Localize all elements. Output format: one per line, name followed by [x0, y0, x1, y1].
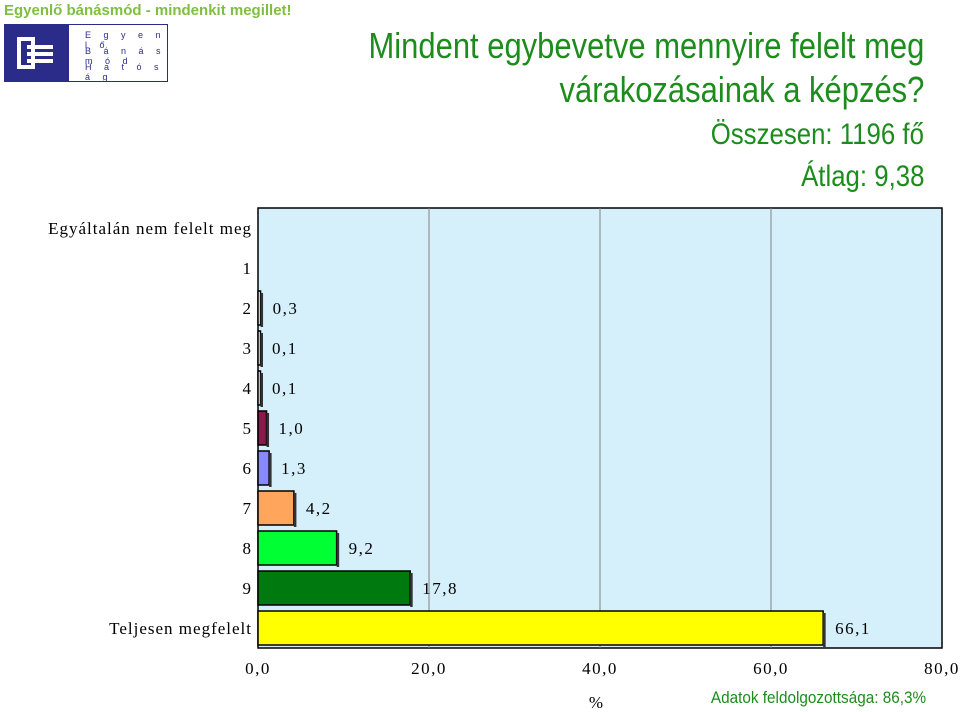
logo-text-line-2: B á n á s m ó d [85, 46, 166, 66]
agency-logo: E g y e n l ő B á n á s m ó d H a t ó s … [4, 24, 168, 82]
data-label: 17,8 [422, 579, 458, 598]
data-processing-note: Adatok feldolgozottsága: 86,3% [710, 688, 926, 707]
category-label: 3 [243, 339, 253, 358]
category-label: 4 [243, 379, 253, 398]
category-label: Teljesen megfelelt [109, 619, 252, 638]
category-label: 1 [243, 259, 253, 278]
logo-mark-icon [5, 25, 69, 81]
data-label: 1,0 [279, 419, 305, 438]
chart-average: Átlag: 9,38 [800, 160, 924, 193]
category-label: 5 [243, 419, 253, 438]
data-label: 0,3 [273, 299, 299, 318]
data-label: 0,1 [272, 379, 298, 398]
logo-text-line-1: E g y e n l ő [85, 30, 166, 50]
bar [257, 530, 338, 566]
category-label: 6 [243, 459, 253, 478]
bar-shadow [293, 493, 297, 527]
bar [257, 330, 262, 366]
bar-shadow [260, 333, 263, 367]
bar-shadow [260, 373, 263, 407]
category-label: 2 [243, 299, 253, 318]
x-tick-label: 0,0 [245, 659, 271, 678]
category-label: 8 [243, 539, 253, 558]
chart-total: Összesen: 1196 fő [710, 118, 924, 151]
bar-shadow [823, 613, 826, 647]
category-label: 9 [243, 579, 253, 598]
category-label: Egyáltalán nem felelt meg [48, 219, 252, 238]
bar-shadow [260, 293, 264, 327]
chart-title: Mindent egybevetve mennyire felelt meg v… [368, 24, 924, 112]
bar [257, 570, 411, 606]
data-label: 1,3 [281, 459, 307, 478]
data-label: 4,2 [306, 499, 332, 518]
bar-shadow [410, 573, 413, 607]
bar [257, 410, 268, 446]
brand-tagline: Egyenlő bánásmód - mindenkit megillet! [4, 2, 292, 19]
logo-text-line-3: H a t ó s á g [85, 62, 164, 82]
chart-title-line-2: várakozásainak a képzés? [559, 69, 924, 110]
bar [257, 290, 262, 326]
chart-title-line-1: Mindent egybevetve mennyire felelt meg [368, 25, 924, 66]
bar [257, 370, 262, 406]
bar-shadow [266, 413, 270, 447]
category-label: 7 [243, 499, 253, 518]
data-label: 9,2 [349, 539, 375, 558]
bar [257, 490, 295, 526]
x-tick-label: 40,0 [582, 659, 618, 678]
x-tick-label: 60,0 [753, 659, 789, 678]
x-tick-label: 80,0 [924, 659, 960, 678]
data-label: 66,1 [835, 619, 871, 638]
bar [257, 450, 270, 486]
x-axis-label: % [589, 693, 603, 712]
bar-shadow [269, 453, 272, 487]
bar [257, 610, 824, 646]
data-label: 0,1 [272, 339, 298, 358]
x-tick-label: 20,0 [411, 659, 447, 678]
bar-shadow [336, 533, 340, 567]
